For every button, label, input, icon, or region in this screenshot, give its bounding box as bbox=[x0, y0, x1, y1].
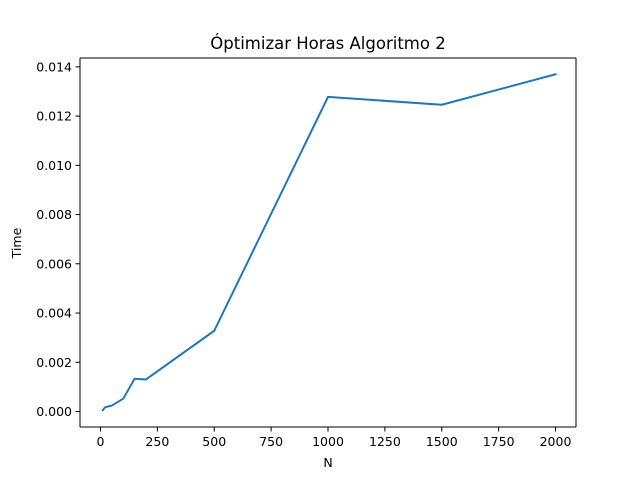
x-axis-label: N bbox=[323, 455, 332, 470]
chart-title: Óptimizar Horas Algoritmo 2 bbox=[210, 34, 445, 53]
series-line-0 bbox=[101, 73, 557, 412]
y-axis-label: Time bbox=[9, 227, 24, 259]
x-tick-label: 1750 bbox=[483, 434, 515, 449]
y-tick-label: 0.004 bbox=[36, 306, 72, 321]
x-tick-label: 1250 bbox=[369, 434, 401, 449]
y-tick-label: 0.006 bbox=[36, 256, 72, 271]
plot-area bbox=[101, 73, 557, 412]
axes: 0 250 500 750 1000 1250 1500 1750 2000 0.000 0.002… bbox=[36, 57, 577, 449]
x-tick-label: 250 bbox=[145, 434, 169, 449]
x-tick-label: 1000 bbox=[312, 434, 344, 449]
x-tick-label: 0 bbox=[97, 434, 105, 449]
y-tick-label: 0.010 bbox=[36, 158, 72, 173]
y-tick-label: 0.000 bbox=[36, 404, 72, 419]
y-tick-label: 0.002 bbox=[36, 355, 72, 370]
x-tick-label: 500 bbox=[202, 434, 226, 449]
y-tick-label: 0.012 bbox=[36, 109, 72, 124]
y-tick-label: 0.014 bbox=[36, 59, 72, 74]
x-tick-label: 2000 bbox=[540, 434, 572, 449]
x-tick-label: 750 bbox=[259, 434, 283, 449]
x-tick-label: 1500 bbox=[426, 434, 458, 449]
y-tick-label: 0.008 bbox=[36, 207, 72, 222]
